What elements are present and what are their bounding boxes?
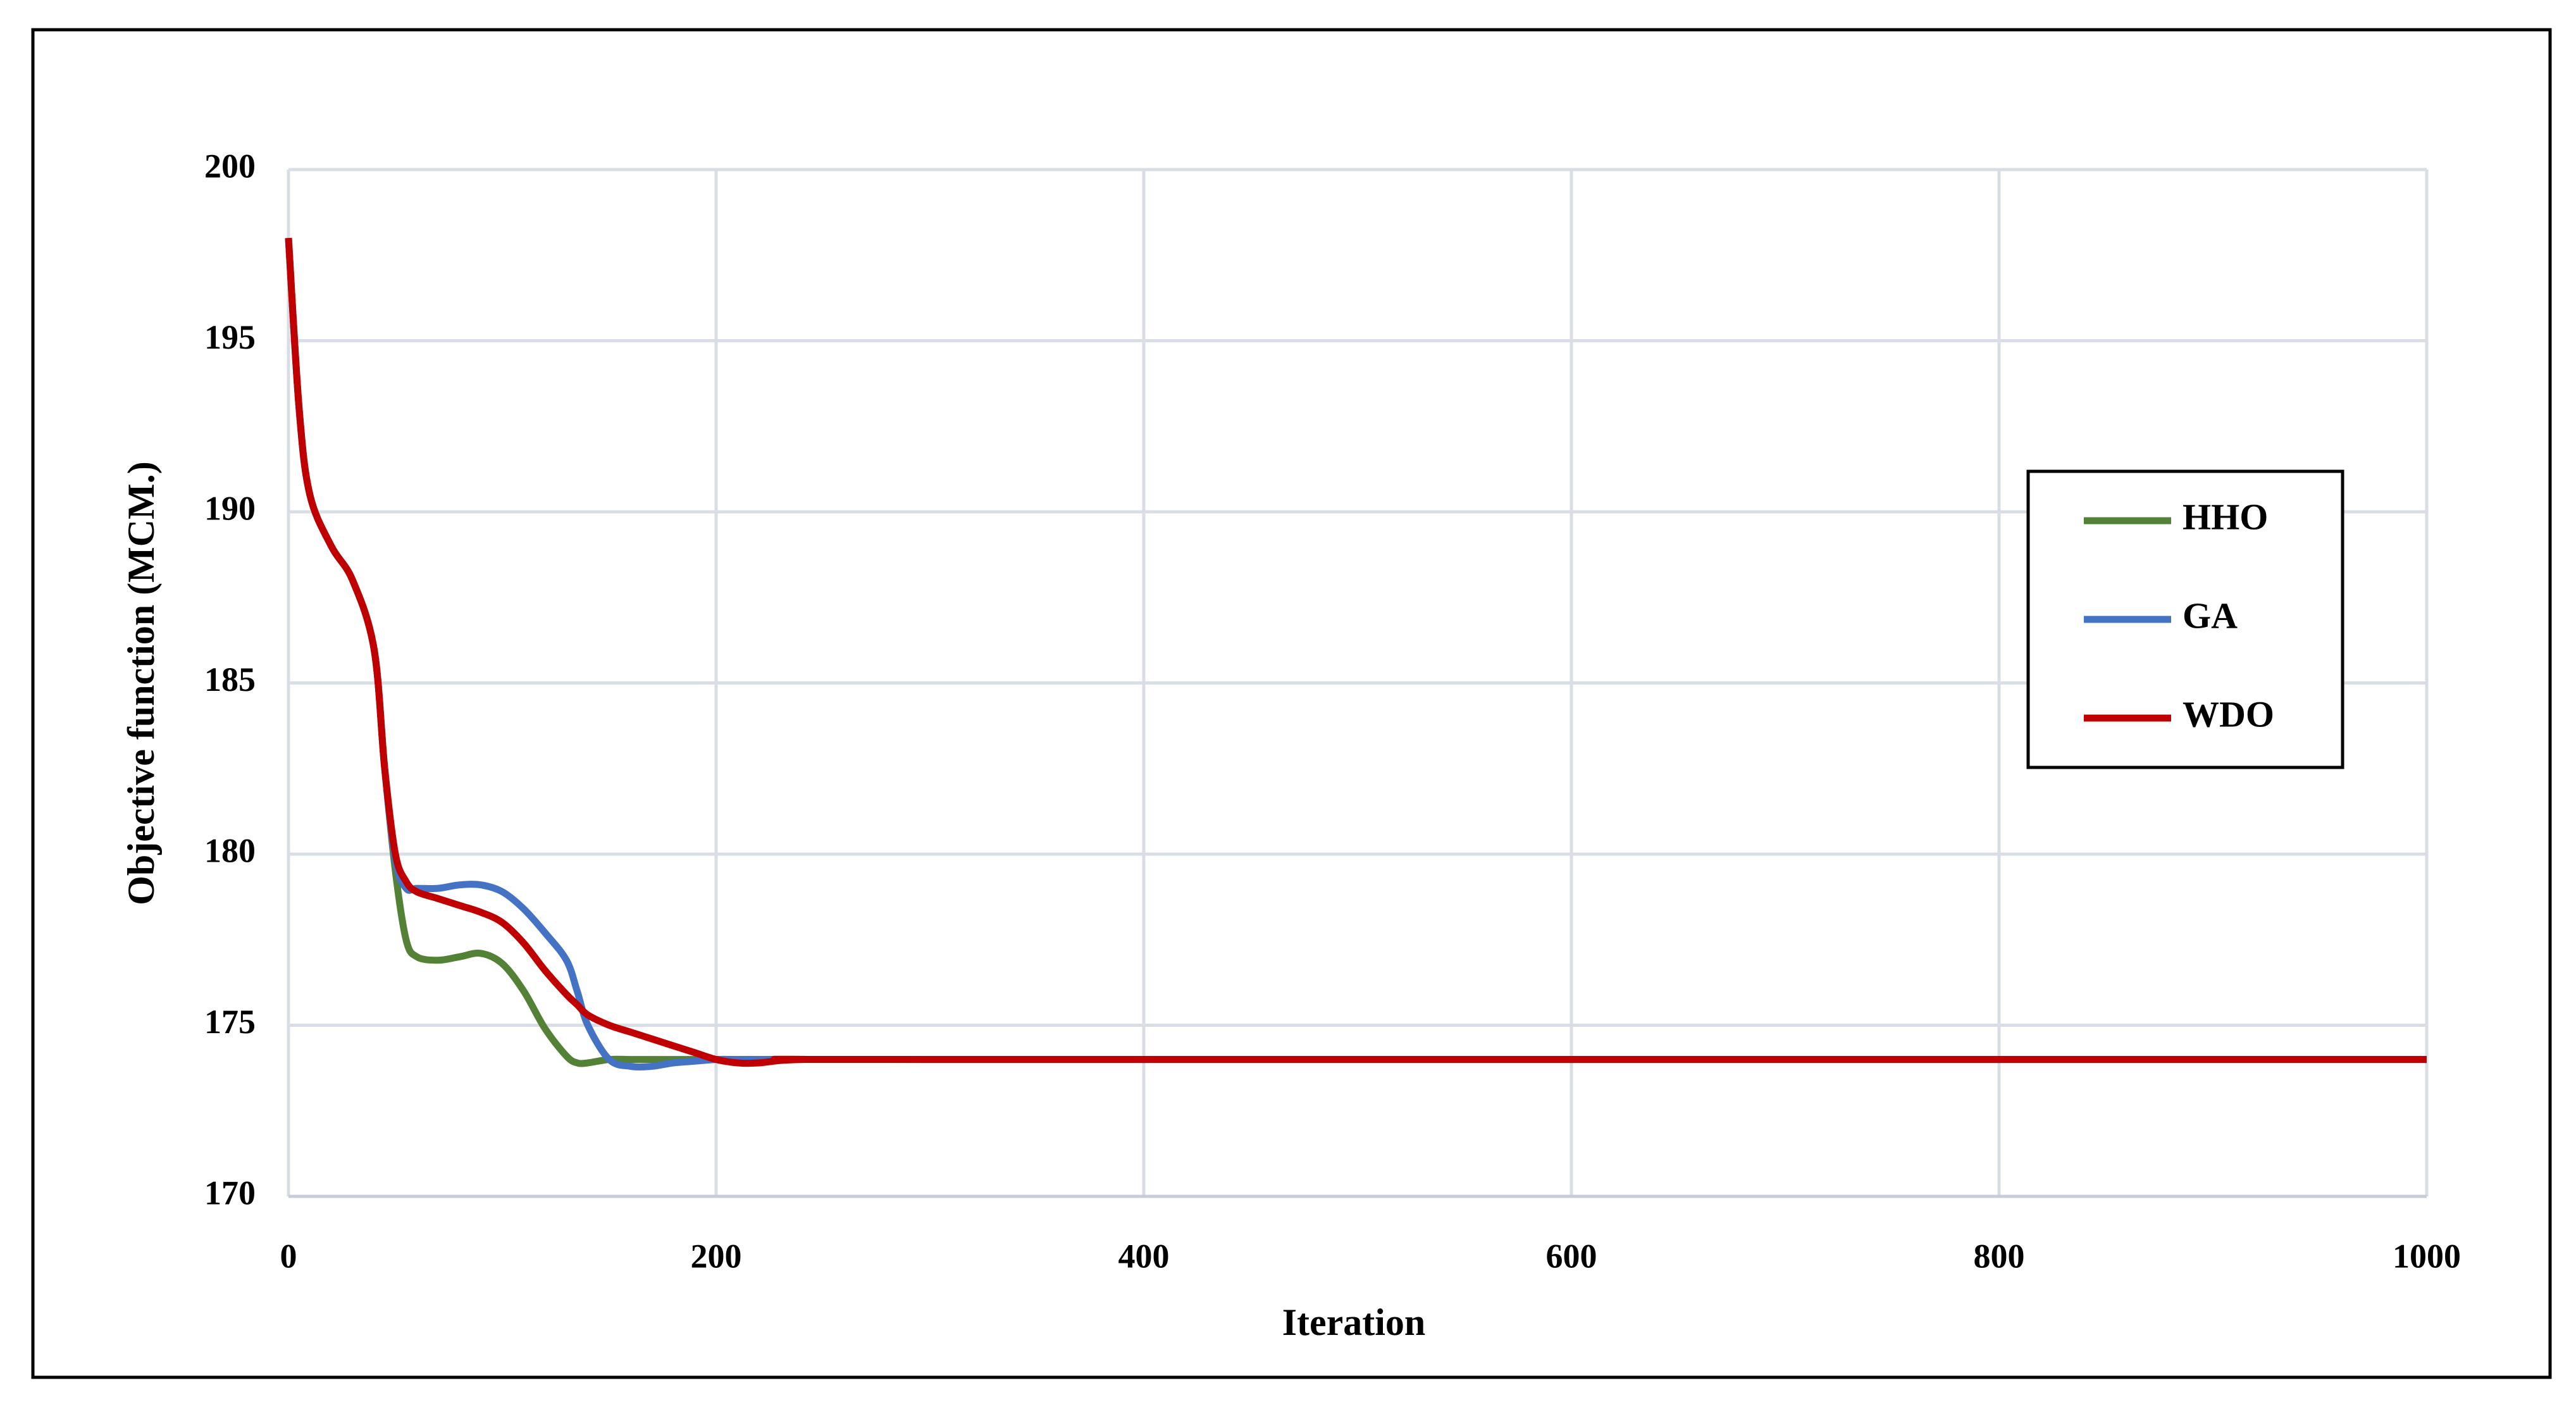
y-tick-label: 200 [204,147,256,185]
x-tick-label: 200 [691,1237,742,1275]
x-tick-label: 800 [1974,1237,2025,1275]
y-tick-label: 180 [204,831,256,869]
legend-label: GA [2183,595,2238,636]
y-tick-label: 170 [204,1174,256,1212]
x-axis-label: Iteration [1282,1301,1426,1343]
legend-label: HHO [2183,496,2268,537]
legend-box [2026,469,2344,769]
x-tick-label: 600 [1546,1237,1597,1275]
y-tick-label: 195 [204,318,256,356]
x-tick-label: 1000 [2393,1237,2461,1275]
series-line [285,237,2427,1067]
legend-label: WDO [2183,693,2274,735]
y-axis-label: Objective function (MCM.) [120,461,162,905]
x-tick-label: 0 [280,1237,297,1275]
x-tick-label: 400 [1118,1237,1170,1275]
y-tick-label: 175 [204,1003,256,1041]
y-tick-label: 185 [204,661,256,698]
y-tick-label: 190 [204,489,256,527]
